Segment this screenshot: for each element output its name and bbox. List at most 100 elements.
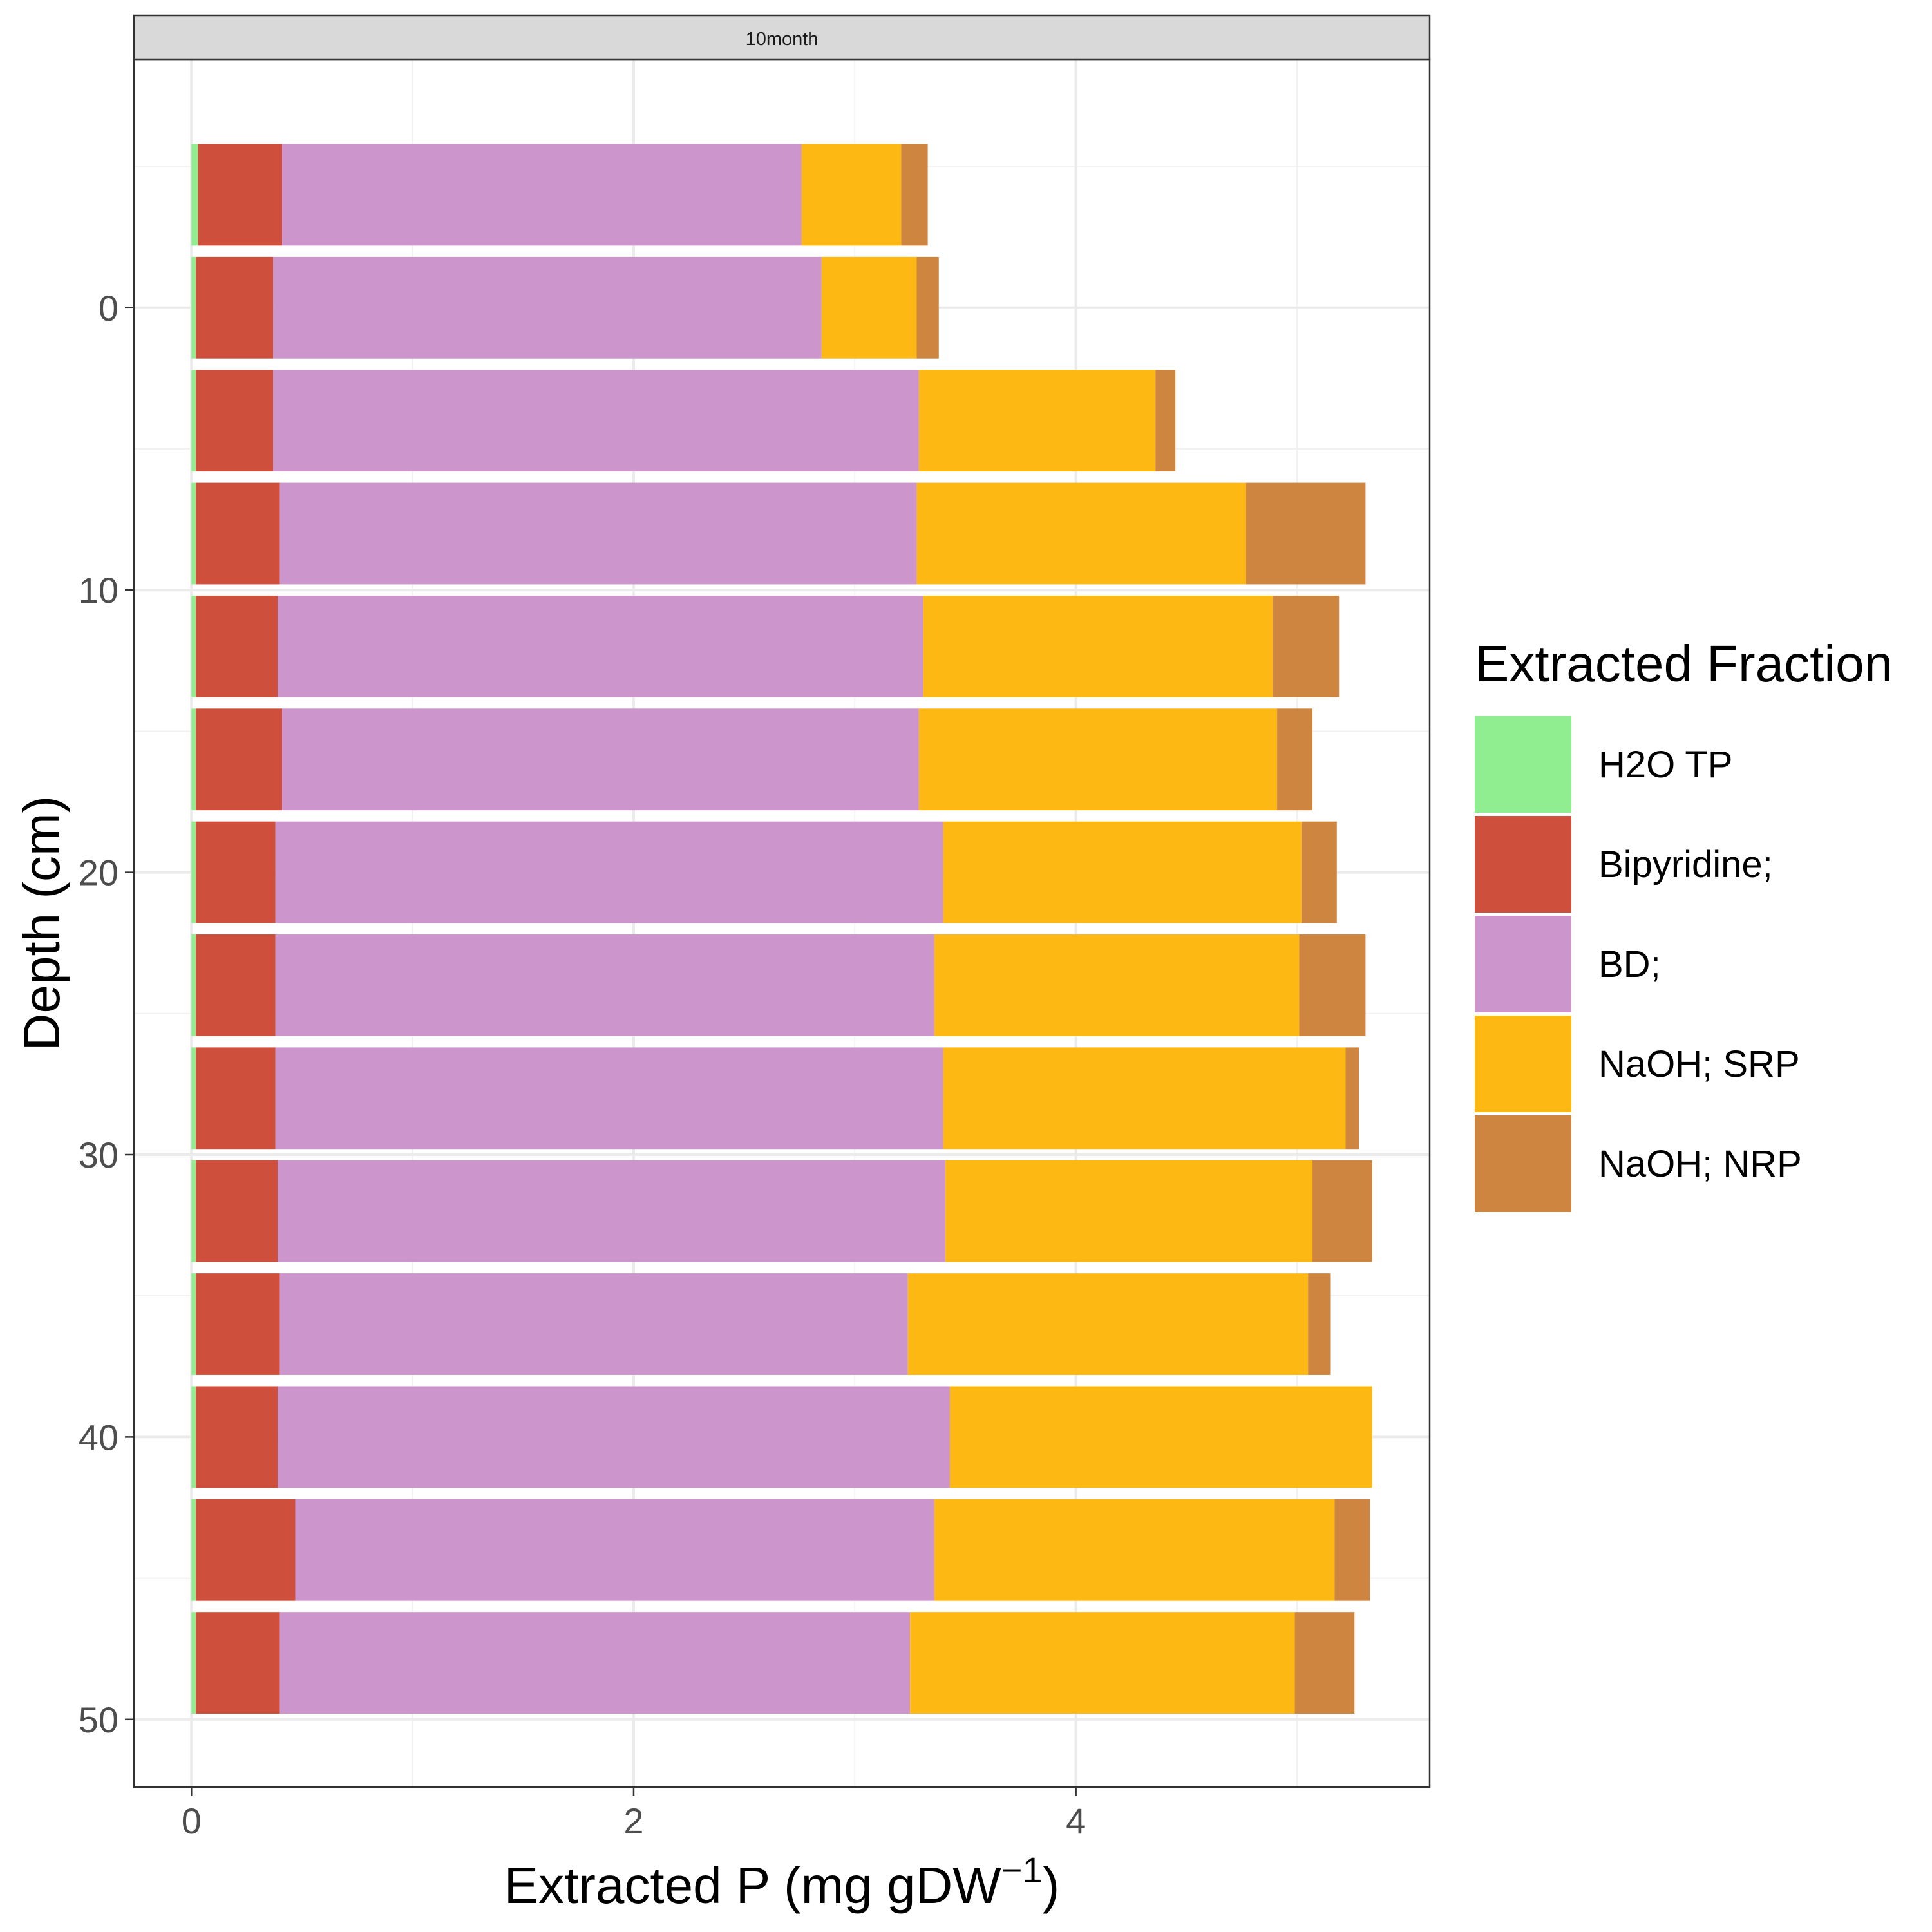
legend-key [1475, 1016, 1571, 1112]
bar-segment-bipyridine [196, 1273, 280, 1375]
bar-segment-bd [275, 1047, 943, 1150]
bar-row [191, 595, 1340, 697]
bar-row [191, 1499, 1370, 1601]
bar-row [191, 1273, 1331, 1375]
bar-segment-bd [279, 1612, 911, 1714]
bar-segment-naoh-nrp [1155, 370, 1176, 472]
x-axis-title-suffix: ) [1043, 1857, 1060, 1914]
legend-key [1475, 916, 1571, 1012]
bar-row [191, 482, 1366, 585]
bar-segment-bipyridine [196, 934, 276, 1036]
bar-segment-naoh-srp [934, 934, 1300, 1036]
bar-segment-h2o-tp [191, 144, 198, 246]
legend-label: H2O TP [1598, 744, 1732, 786]
bar-segment-naoh-nrp [1334, 1499, 1370, 1601]
y-tick-label: 0 [99, 288, 118, 328]
bar-segment-bipyridine [196, 1047, 276, 1150]
bar-segment-bd [282, 708, 919, 811]
bar-row [191, 370, 1176, 472]
bar-segment-naoh-srp [918, 708, 1278, 811]
bar-segment-h2o-tp [191, 595, 196, 697]
bar-segment-bipyridine [196, 370, 274, 472]
bar-row [191, 934, 1366, 1036]
x-tick-label: 4 [1066, 1801, 1086, 1841]
bar-segment-naoh-nrp [1246, 482, 1366, 585]
x-axis-title-main: Extracted P (mg gDW [504, 1857, 1002, 1914]
bar-segment-h2o-tp [191, 708, 196, 811]
bar-segment-naoh-nrp [901, 144, 928, 246]
bar-segment-bd [279, 482, 917, 585]
bar-segment-naoh-srp [907, 1273, 1309, 1375]
bar-segment-bipyridine [196, 708, 283, 811]
stacked-bars [191, 144, 1372, 1714]
y-tick-label: 40 [79, 1417, 118, 1457]
bar-segment-h2o-tp [191, 934, 196, 1036]
legend-key [1475, 816, 1571, 913]
bar-row [191, 708, 1313, 811]
bar-segment-naoh-srp [934, 1499, 1335, 1601]
bar-segment-naoh-nrp [1299, 934, 1366, 1036]
y-axis-ticks: 0 10 20 30 40 50 [79, 288, 134, 1740]
y-axis-title: Depth (cm) [13, 796, 70, 1051]
y-tick-label: 10 [79, 570, 118, 611]
bar-segment-h2o-tp [191, 482, 196, 585]
bar-segment-bd [275, 934, 934, 1036]
bar-segment-h2o-tp [191, 256, 196, 359]
bar-segment-h2o-tp [191, 1612, 196, 1714]
legend-label: NaOH; SRP [1598, 1043, 1800, 1085]
bar-segment-bipyridine [196, 256, 274, 359]
bar-segment-bd [295, 1499, 934, 1601]
bar-segment-bd [273, 256, 822, 359]
bar-row [191, 1047, 1359, 1150]
bar-segment-naoh-srp [943, 1047, 1346, 1150]
bar-segment-bipyridine [196, 821, 276, 923]
bar-segment-naoh-nrp [1308, 1273, 1331, 1375]
bar-row [191, 821, 1337, 923]
bar-segment-bd [282, 144, 802, 246]
legend-label: Bipyridine; [1598, 844, 1773, 886]
bar-segment-naoh-srp [916, 482, 1247, 585]
bar-segment-naoh-srp [801, 144, 902, 246]
bar-segment-naoh-srp [821, 256, 917, 359]
bar-segment-naoh-nrp [1345, 1047, 1359, 1150]
facet-strip: 10month [133, 14, 1431, 61]
facet-strip-label: 10month [746, 29, 819, 50]
bar-segment-naoh-srp [910, 1612, 1295, 1714]
legend-title: Extracted Fraction [1475, 635, 1893, 692]
bar-segment-naoh-nrp [1294, 1612, 1355, 1714]
bar-segment-naoh-srp [945, 1160, 1313, 1262]
x-axis-title-superscript: −1 [1001, 1850, 1043, 1890]
legend-key [1475, 716, 1571, 813]
bar-segment-bipyridine [196, 1612, 280, 1714]
legend: Extracted Fraction H2O TP Bipyridine; BD; N… [1475, 635, 1893, 1212]
legend-label: NaOH; NRP [1598, 1143, 1802, 1185]
bar-row [191, 256, 939, 359]
bar-segment-naoh-srp [918, 370, 1156, 472]
bar-segment-h2o-tp [191, 821, 196, 923]
bar-segment-h2o-tp [191, 1499, 196, 1601]
bar-segment-bipyridine [196, 482, 280, 585]
bar-segment-h2o-tp [191, 1160, 196, 1262]
y-tick-label: 50 [79, 1700, 118, 1740]
bar-row [191, 1160, 1372, 1262]
bar-segment-bipyridine [196, 1160, 278, 1262]
y-tick-label: 30 [79, 1135, 118, 1175]
bar-segment-naoh-srp [949, 1386, 1372, 1488]
y-tick-label: 20 [79, 853, 118, 893]
bar-segment-bipyridine [198, 144, 283, 246]
bar-segment-bd [278, 1386, 950, 1488]
bar-segment-naoh-nrp [916, 256, 939, 359]
facet-strip-background [133, 14, 1431, 61]
bar-row [191, 1612, 1355, 1714]
legend-label: BD; [1598, 943, 1661, 985]
bar-segment-h2o-tp [191, 1273, 196, 1375]
legend-key [1475, 1115, 1571, 1212]
bar-segment-naoh-srp [923, 595, 1273, 697]
bar-segment-bd [278, 1160, 946, 1262]
bar-segment-bd [279, 1273, 908, 1375]
bar-row [191, 144, 928, 246]
bar-row [191, 1386, 1372, 1488]
bar-segment-naoh-nrp [1277, 708, 1313, 811]
x-axis-title: Extracted P (mg gDW−1) [504, 1850, 1060, 1914]
x-tick-label: 0 [182, 1801, 202, 1841]
